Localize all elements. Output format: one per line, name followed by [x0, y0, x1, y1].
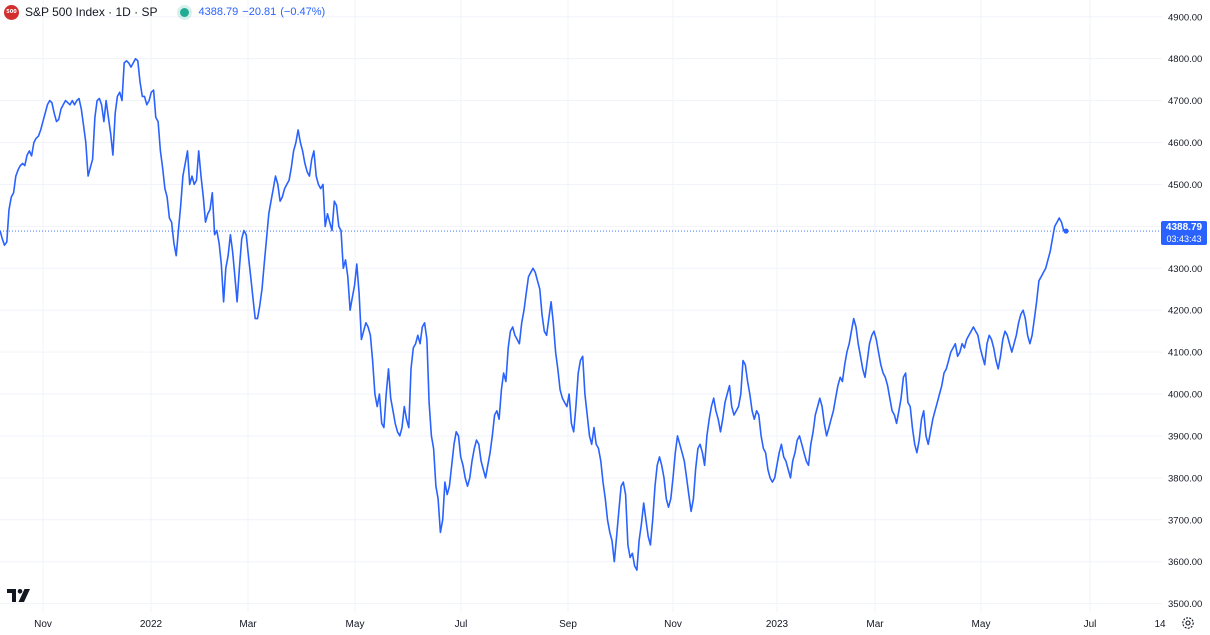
legend-price: 4388.79 — [198, 6, 239, 18]
x-tick-label: Nov — [664, 619, 682, 630]
symbol-title[interactable]: S&P 500 Index · 1D · SP — [25, 5, 158, 19]
x-tick-label: May — [972, 619, 991, 630]
x-tick-label: 14 — [1154, 619, 1166, 630]
x-tick-label: 2022 — [140, 619, 163, 630]
y-tick-label: 4500.00 — [1168, 180, 1202, 191]
y-tick-label: 3600.00 — [1168, 557, 1202, 568]
x-tick-label: Sep — [559, 619, 577, 630]
x-tick-label: Mar — [866, 619, 884, 630]
y-tick-label: 4700.00 — [1168, 96, 1202, 107]
x-tick-label: Jul — [1084, 619, 1097, 630]
y-tick-label: 4200.00 — [1168, 306, 1202, 317]
legend-change-pct: (−0.47%) — [280, 6, 326, 18]
y-tick-label: 4900.00 — [1168, 12, 1202, 23]
grid-lines — [0, 0, 1162, 612]
price-axis[interactable]: 3500.00 3600.00 3700.00 3800.00 3900.00 4000.… — [1168, 12, 1202, 610]
y-tick-label: 4000.00 — [1168, 390, 1202, 401]
y-tick-label: 3700.00 — [1168, 515, 1202, 526]
sp500-logo[interactable]: 500 — [4, 4, 19, 20]
tradingview-logo[interactable] — [7, 589, 31, 607]
y-tick-label: 4100.00 — [1168, 348, 1202, 359]
series-line — [0, 57, 1067, 571]
badge-price: 4388.79 — [1165, 222, 1203, 233]
y-tick-label: 3800.00 — [1168, 473, 1202, 484]
y-tick-label: 4300.00 — [1168, 264, 1202, 275]
badge-countdown: 03:43:43 — [1166, 234, 1202, 244]
last-price-dot — [1063, 228, 1069, 234]
last-price-badge: 4388.79 03:43:43 — [1161, 221, 1207, 245]
x-tick-label: Mar — [239, 619, 257, 630]
y-tick-label: 4600.00 — [1168, 138, 1202, 149]
x-tick-label: Nov — [34, 619, 52, 630]
x-tick-label: May — [346, 619, 365, 630]
legend-values: 4388.79 −20.81 (−0.47%) — [199, 6, 326, 18]
legend-change: −20.81 — [242, 6, 277, 18]
y-tick-label: 3900.00 — [1168, 431, 1202, 442]
time-axis[interactable]: Nov 2022 Mar May Jul Sep Nov 2023 Mar May Jul 14 — [34, 619, 1166, 630]
settings-gear-icon[interactable] — [1181, 616, 1195, 635]
y-tick-label: 4800.00 — [1168, 54, 1202, 65]
legend: 500 S&P 500 Index · 1D · SP 4388.79 −20.… — [4, 4, 325, 20]
x-tick-label: Jul — [455, 619, 468, 630]
y-tick-label: 3500.00 — [1168, 599, 1202, 610]
market-status-dot[interactable] — [179, 7, 189, 17]
x-tick-label: 2023 — [766, 619, 789, 630]
